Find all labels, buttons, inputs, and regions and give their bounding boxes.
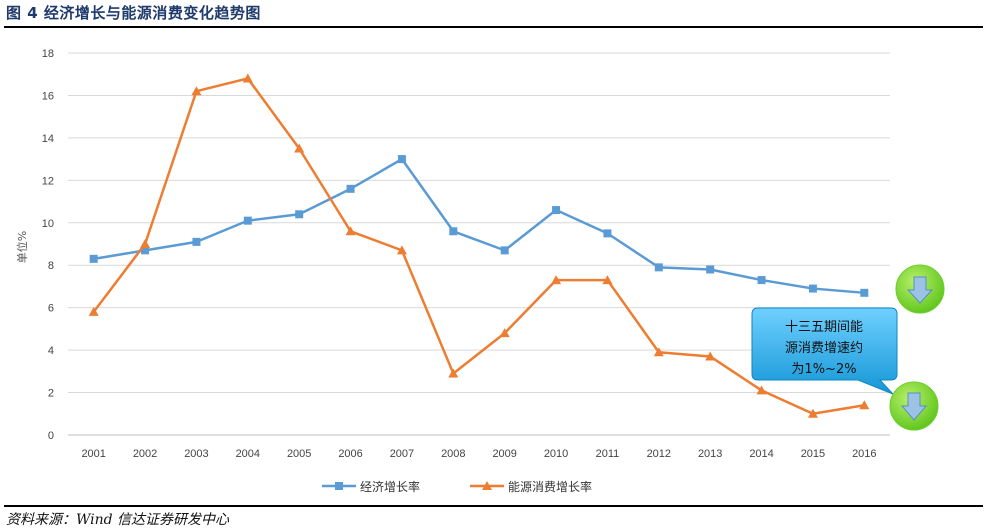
data-point-gdp [552, 206, 561, 215]
top-divider [4, 26, 983, 28]
x-tick-label: 2003 [184, 448, 208, 460]
y-tick-label: 6 [48, 303, 54, 315]
data-point-gdp [397, 155, 406, 164]
callout-line-1: 十三五期间能 [785, 320, 863, 335]
data-point-energy [756, 385, 767, 395]
y-tick-label: 12 [42, 175, 54, 187]
x-tick-label: 2010 [544, 448, 568, 460]
x-tick-label: 2001 [81, 448, 105, 460]
data-point-energy [140, 239, 151, 248]
x-tick-label: 2008 [441, 448, 465, 460]
x-tick-label: 2014 [749, 448, 773, 460]
data-point-gdp [243, 216, 252, 225]
data-point-energy [88, 306, 99, 316]
data-point-energy [396, 245, 407, 255]
data-point-energy [242, 73, 253, 83]
x-tick-label: 2005 [287, 448, 311, 460]
data-point-gdp [346, 184, 355, 193]
x-tick-label: 2007 [390, 448, 414, 460]
data-point-energy [345, 226, 356, 236]
legend-label-energy: 能源消费增长率 [508, 479, 592, 494]
bottom-divider [4, 505, 983, 507]
data-point-energy [653, 347, 664, 357]
data-point-gdp [141, 246, 150, 255]
data-point-energy [191, 86, 202, 96]
x-tick-label: 2006 [338, 448, 362, 460]
data-point-energy [859, 400, 870, 410]
y-tick-label: 10 [42, 218, 54, 230]
y-tick-label: 8 [48, 260, 54, 272]
series-line-energy [92, 77, 865, 416]
y-axis-label: 单位% [15, 231, 29, 263]
figure-title: 图 4 经济增长与能源消费变化趋势图 [6, 4, 261, 22]
legend-label-gdp: 经济增长率 [360, 479, 420, 494]
x-tick-label: 2015 [801, 448, 825, 460]
callout: 十三五期间能 源消费增速约 为1%~2% [751, 307, 898, 395]
data-point-energy [551, 275, 562, 285]
x-tick-label: 2011 [596, 448, 620, 460]
data-point-gdp [757, 276, 766, 285]
y-tick-label: 14 [42, 133, 54, 145]
y-tick-label: 16 [42, 90, 54, 102]
data-point-gdp [654, 263, 663, 272]
callout-bubble [751, 307, 898, 395]
y-tick-label: 0 [48, 430, 54, 442]
data-point-energy [294, 143, 305, 153]
data-point-gdp [860, 288, 869, 297]
down-arrow-icon [895, 264, 945, 314]
legend-marker-gdp [335, 482, 343, 490]
data-point-gdp [89, 254, 98, 263]
data-point-gdp [295, 210, 304, 219]
data-point-gdp [449, 227, 458, 236]
data-point-gdp [808, 284, 817, 293]
y-tick-label: 2 [48, 388, 54, 400]
data-point-energy [705, 351, 716, 361]
callout-line-2: 源消费增速约 [785, 341, 863, 356]
y-tick-label: 18 [42, 48, 54, 60]
callout-line-3: 为1%~2% [791, 362, 856, 377]
x-tick-label: 2002 [133, 448, 157, 460]
source-note: 资料来源：Wind 信达证券研发中心 [6, 512, 230, 528]
x-tick-label: 2009 [492, 448, 516, 460]
x-tick-label: 2004 [236, 448, 260, 460]
x-tick-label: 2012 [647, 448, 671, 460]
data-point-energy [807, 408, 818, 418]
data-point-energy [602, 275, 613, 285]
x-tick-label: 2013 [698, 448, 722, 460]
data-point-gdp [500, 246, 509, 255]
series-line-gdp [93, 157, 865, 295]
data-point-gdp [603, 229, 612, 238]
x-tick-label: 2016 [852, 448, 876, 460]
legend-marker-energy [482, 481, 492, 490]
y-tick-label: 4 [48, 345, 54, 357]
data-point-gdp [192, 237, 201, 246]
data-point-energy [448, 368, 459, 378]
data-point-gdp [706, 265, 715, 274]
legend: 经济增长率 能源消费增长率 [322, 479, 592, 494]
down-arrow-icon [889, 381, 939, 431]
data-point-energy [499, 328, 510, 338]
